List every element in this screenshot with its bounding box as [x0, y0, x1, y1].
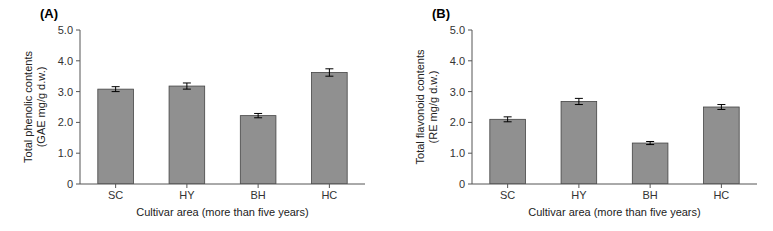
y-axis-label-line: Total phenolic contents: [22, 51, 34, 163]
bars: [98, 69, 347, 184]
error-cap: [183, 82, 191, 83]
error-line: [115, 87, 116, 92]
x-tick-label: SC: [500, 189, 515, 201]
error-bar: [254, 113, 262, 117]
error-cap: [325, 76, 333, 77]
y-axis: [472, 30, 473, 184]
y-tick: [76, 60, 80, 61]
error-cap: [112, 91, 120, 92]
error-bar: [575, 98, 583, 104]
x-axis-label: Cultivar area (more than five years): [136, 206, 308, 218]
bar: [169, 86, 205, 184]
y-tick: [468, 30, 472, 31]
y-axis-label-line: (RE mg/g d.w.): [427, 71, 439, 144]
y-axis-label: Total flavonoid contents(RE mg/g d.w.): [414, 49, 439, 164]
x-tick: [258, 184, 259, 188]
error-bar: [325, 69, 333, 76]
y-tick-label: 3.0: [58, 86, 73, 98]
x-tick-label: BH: [250, 189, 265, 201]
panel-label: (A): [40, 6, 58, 21]
error-cap: [504, 121, 512, 122]
y-tick-label: 1.0: [450, 147, 465, 159]
x-tick: [507, 184, 508, 188]
y-tick-label: 2.0: [58, 116, 73, 128]
y-tick: [468, 184, 472, 185]
error-cap: [575, 98, 583, 99]
bar: [704, 107, 740, 184]
y-axis-label-line: Total flavonoid contents: [414, 49, 426, 164]
x-tick: [721, 184, 722, 188]
y-tick: [76, 153, 80, 154]
error-bar: [646, 141, 654, 144]
bar: [632, 143, 668, 184]
x-tick-label: HC: [321, 189, 337, 201]
y-tick-label: 2.0: [450, 116, 465, 128]
x-tick: [115, 184, 116, 188]
bars: [490, 98, 739, 184]
error-bar: [504, 117, 512, 122]
x-tick: [578, 184, 579, 188]
panel: 0 1.0 2.0 3.0 4.0 5.0 SC HY BH HC Cultivar area (m…: [414, 6, 757, 218]
x-axis: [472, 184, 757, 185]
error-line: [258, 113, 259, 117]
y-axis-label-line: (GAE mg/g d.w.): [35, 67, 47, 148]
error-line: [721, 105, 722, 110]
y-axis-label: Total phenolic contents(GAE mg/g d.w.): [22, 51, 47, 163]
y-tick: [76, 122, 80, 123]
bar: [312, 73, 348, 184]
error-cap: [646, 141, 654, 142]
x-tick-label: HC: [713, 189, 729, 201]
x-tick: [186, 184, 187, 188]
error-cap: [112, 86, 120, 87]
error-bar: [183, 83, 191, 89]
y-tick: [76, 184, 80, 185]
y-tick: [468, 153, 472, 154]
bar: [561, 101, 597, 184]
error-cap: [254, 117, 262, 118]
error-cap: [254, 113, 262, 114]
error-line: [578, 98, 579, 104]
error-cap: [575, 104, 583, 105]
x-tick-label: BH: [642, 189, 657, 201]
x-tick-label: SC: [108, 189, 123, 201]
y-tick-label: 0: [459, 178, 465, 190]
y-tick: [76, 30, 80, 31]
error-line: [329, 69, 330, 76]
y-tick: [468, 122, 472, 123]
y-tick: [76, 91, 80, 92]
y-tick-label: 5.0: [450, 24, 465, 36]
x-tick: [329, 184, 330, 188]
error-cap: [504, 116, 512, 117]
y-tick-label: 0: [67, 178, 73, 190]
y-tick: [468, 60, 472, 61]
x-tick-label: HY: [179, 189, 195, 201]
y-tick-label: 4.0: [58, 55, 73, 67]
y-tick-label: 3.0: [450, 86, 465, 98]
error-bar: [717, 105, 725, 110]
panel-label: (B): [432, 6, 450, 21]
y-tick-label: 4.0: [450, 55, 465, 67]
error-cap: [325, 68, 333, 69]
x-axis: [80, 184, 365, 185]
error-line: [507, 117, 508, 122]
error-line: [186, 83, 187, 89]
y-tick-label: 1.0: [58, 147, 73, 159]
error-cap: [717, 104, 725, 105]
bar: [490, 119, 526, 184]
y-tick-label: 5.0: [58, 24, 73, 36]
y-axis: [80, 30, 81, 184]
error-cap: [646, 144, 654, 145]
bar: [98, 89, 134, 184]
x-tick-label: HY: [571, 189, 587, 201]
x-tick: [650, 184, 651, 188]
x-axis-label: Cultivar area (more than five years): [528, 206, 700, 218]
error-cap: [183, 89, 191, 90]
error-cap: [717, 109, 725, 110]
panel: 0 1.0 2.0 3.0 4.0 5.0 SC HY BH HC Cultivar area (m…: [22, 6, 365, 218]
chart: 0 1.0 2.0 3.0 4.0 5.0 SC HY BH HC Cultivar area (m…: [0, 0, 773, 231]
bar: [240, 116, 276, 184]
error-bar: [112, 87, 120, 92]
y-tick: [468, 91, 472, 92]
